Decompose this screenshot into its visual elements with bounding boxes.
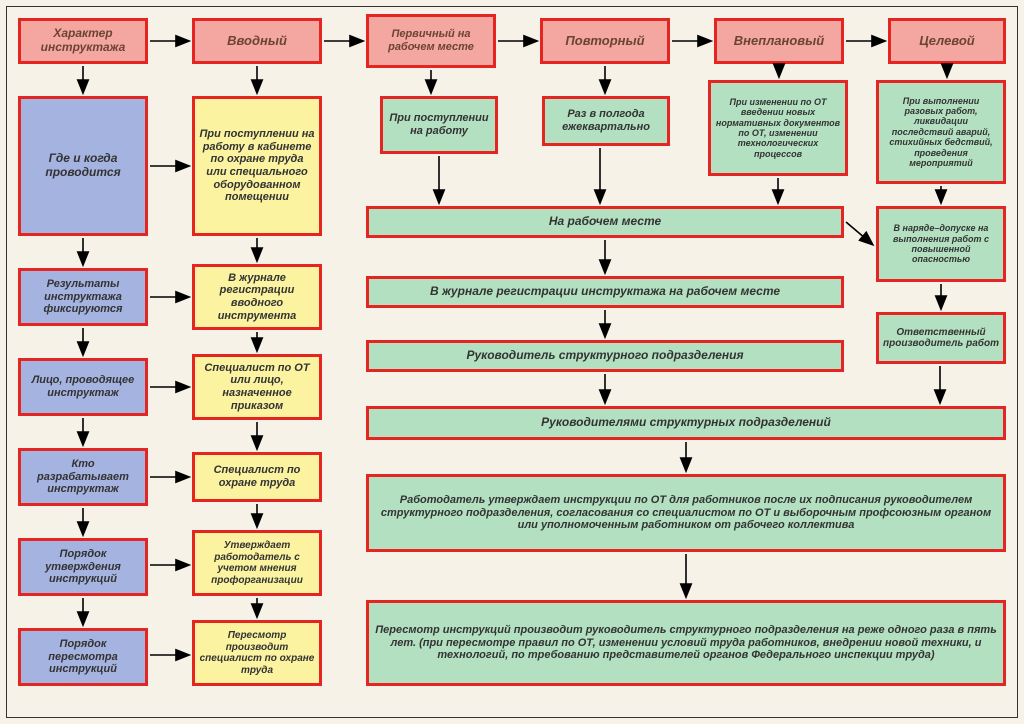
node-label: Специалист по ОТ или лицо, назначенное п…: [199, 362, 315, 413]
node-gw6: Пересмотр инструкций производит руководи…: [366, 600, 1006, 686]
node-label: Специалист по охране труда: [199, 464, 315, 489]
node-label: Характер инструктажа: [25, 27, 141, 55]
node-label: При поступлении на работу в кабинете по …: [199, 128, 315, 204]
node-label: Порядок утверждения инструкций: [25, 548, 141, 586]
node-b1: Где и когда проводится: [18, 96, 148, 236]
node-label: При изменении по ОТ введении новых норма…: [715, 97, 841, 159]
node-gw5: Работодатель утверждает инструкции по ОТ…: [366, 474, 1006, 552]
node-y3: Специалист по ОТ или лицо, назначенное п…: [192, 354, 322, 420]
node-h6: Целевой: [888, 18, 1006, 64]
node-label: На рабочем месте: [549, 215, 661, 229]
node-h5: Внеплановый: [714, 18, 844, 64]
node-y4: Специалист по охране труда: [192, 452, 322, 502]
node-g62: В наряде–допуске на выполнения работ с п…: [876, 206, 1006, 282]
node-y1: При поступлении на работу в кабинете по …: [192, 96, 322, 236]
node-b6: Порядок пересмотра инструкций: [18, 628, 148, 686]
node-b5: Порядок утверждения инструкций: [18, 538, 148, 596]
node-label: Целевой: [919, 34, 974, 49]
node-label: Порядок пересмотра инструкций: [25, 638, 141, 676]
node-g51: При изменении по ОТ введении новых норма…: [708, 80, 848, 176]
node-g61: При выполнении разовых работ, ликвидации…: [876, 80, 1006, 184]
node-label: Внеплановый: [734, 34, 824, 49]
node-label: Руководитель структурного подразделения: [466, 349, 743, 363]
node-y5: Утверждает работодатель с учетом мнения …: [192, 530, 322, 596]
node-label: Вводный: [227, 34, 287, 49]
node-y2: В журнале регистрации вводного инструмен…: [192, 264, 322, 330]
node-b3: Лицо, проводящее инструктаж: [18, 358, 148, 416]
node-g41: Раз в полгода ежеквартально: [542, 96, 670, 146]
node-gw2: В журнале регистрации инструктажа на раб…: [366, 276, 844, 308]
node-y6: Пересмотр производит специалист по охран…: [192, 620, 322, 686]
node-label: Повторный: [565, 34, 644, 49]
node-h2: Вводный: [192, 18, 322, 64]
node-label: Пересмотр производит специалист по охран…: [199, 630, 315, 676]
node-label: Кто разрабатывает инструктаж: [25, 458, 141, 496]
node-gw4: Руководителями структурных подразделений: [366, 406, 1006, 440]
node-label: Руководителями структурных подразделений: [541, 416, 831, 430]
node-g63: Ответственный производитель работ: [876, 312, 1006, 364]
node-g31: При поступлении на работу: [380, 96, 498, 154]
node-label: Ответственный производитель работ: [883, 327, 999, 350]
node-label: Утверждает работодатель с учетом мнения …: [199, 540, 315, 586]
node-label: Лицо, проводящее инструктаж: [25, 374, 141, 399]
node-label: При выполнении разовых работ, ликвидации…: [883, 96, 999, 168]
node-label: Результаты инструктажа фиксируются: [25, 278, 141, 316]
node-label: Где и когда проводится: [25, 152, 141, 180]
node-label: Пересмотр инструкций производит руководи…: [373, 624, 999, 662]
node-label: Раз в полгода ежеквартально: [549, 108, 663, 133]
node-label: Работодатель утверждает инструкции по ОТ…: [373, 494, 999, 532]
node-label: В журнале регистрации вводного инструмен…: [199, 272, 315, 323]
node-label: В журнале регистрации инструктажа на раб…: [430, 285, 780, 299]
node-label: Первичный на рабочем месте: [373, 28, 489, 53]
node-h1: Характер инструктажа: [18, 18, 148, 64]
node-gw3: Руководитель структурного подразделения: [366, 340, 844, 372]
node-b2: Результаты инструктажа фиксируются: [18, 268, 148, 326]
node-label: При поступлении на работу: [387, 112, 491, 137]
node-h3: Первичный на рабочем месте: [366, 14, 496, 68]
node-label: В наряде–допуске на выполнения работ с п…: [883, 223, 999, 264]
node-gw1: На рабочем месте: [366, 206, 844, 238]
node-b4: Кто разрабатывает инструктаж: [18, 448, 148, 506]
node-h4: Повторный: [540, 18, 670, 64]
